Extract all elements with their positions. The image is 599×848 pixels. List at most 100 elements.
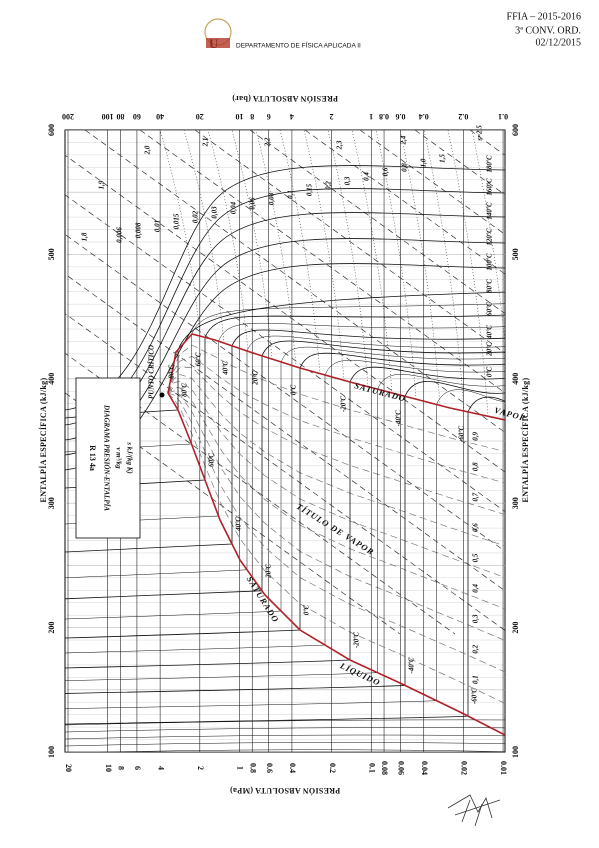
- pressure-mpa-tick: 0.6: [265, 763, 274, 773]
- sat-isotherm-label: -40ºC: [395, 410, 403, 426]
- entropy-label: s=2,5: [476, 125, 484, 142]
- isotherm: [65, 329, 505, 553]
- department: DEPARTAMENTO DE FÍSICA APLICADA II: [236, 41, 361, 50]
- pressure-mpa-tick: 0.2: [328, 763, 337, 773]
- isotherm: [65, 322, 505, 525]
- quality-line: [167, 390, 505, 641]
- enthalpy-axis-label-right: ENTALPÍA ESPECÍFICA (kJ/kg): [520, 378, 530, 503]
- date: 02/12/2015: [535, 37, 581, 48]
- volume-line: [207, 130, 249, 352]
- quality-label: 0,6: [472, 523, 480, 532]
- sat-isotherm-label: 80ºC: [168, 365, 176, 379]
- pressure-mpa-tick: 0.01: [499, 761, 508, 775]
- quality-label: 0,3: [472, 614, 480, 623]
- isotherm: [65, 389, 505, 709]
- pressure-bar-tick: 20: [196, 112, 204, 121]
- pressure-bar-tick: 10: [235, 112, 243, 121]
- enthalpy-tick-right: 200: [511, 622, 520, 634]
- enthalpy-tick-left: 200: [47, 622, 56, 634]
- volume-label: 0,06: [249, 197, 257, 210]
- entropy-line: [139, 130, 505, 394]
- liquid-saturado: SATURADO: [245, 574, 281, 624]
- liquid-isotherm-label: -20ºC: [353, 632, 361, 648]
- pressure-mpa-tick: 0.4: [288, 763, 297, 773]
- entropy-line: [65, 273, 505, 592]
- liquid-isotherm-label: -60ºC: [471, 688, 479, 704]
- pressure-mpa-tick: 4: [156, 766, 165, 770]
- volume-label: 0,015: [173, 213, 181, 229]
- diagram-title: DIAGRAMA PRESIÓN-ENTALPÍA: [102, 404, 110, 511]
- volume-label: 0,04: [230, 201, 238, 214]
- sat-isotherm-label: 0ºC: [290, 385, 298, 396]
- volume-label: 0,08: [268, 192, 276, 205]
- volume-line: [447, 130, 489, 417]
- pressure-bar-tick: 100: [102, 112, 114, 121]
- liquid-isotherm-label: 0ºC: [303, 605, 311, 616]
- sat-isotherm-label: -20ºC: [340, 396, 348, 412]
- volume-line: [423, 130, 465, 412]
- enthalpy-tick-left: 500: [47, 248, 56, 260]
- volume-label: 0,03: [211, 206, 219, 219]
- volume-line: [351, 130, 393, 393]
- isotherm: [96, 749, 505, 752]
- volume-line: [159, 130, 201, 337]
- volume-label: 0,1: [287, 190, 295, 199]
- pressure-mpa-tick: 0.02: [460, 761, 469, 775]
- isotherm: [65, 381, 505, 694]
- pressure-mpa-tick: 0.8: [248, 763, 257, 773]
- signature: [447, 794, 501, 827]
- enthalpy-tick-right: 600: [511, 124, 520, 136]
- volume-line: [327, 130, 369, 387]
- pressure-bar-tick: 0.4: [419, 112, 429, 121]
- volume-label: 0,6: [382, 167, 390, 176]
- quality-label: 0,9: [472, 431, 480, 440]
- pressure-mpa-tick: 0.08: [380, 761, 389, 775]
- pressure-mpa-tick: 8: [117, 766, 126, 770]
- pressure-mpa-tick: 0.06: [397, 761, 406, 775]
- isotherm: [65, 742, 505, 747]
- pressure-bar-tick: 6: [267, 112, 271, 121]
- pressure-bar-tick: 0.2: [458, 112, 468, 121]
- pressure-mpa-tick: 6: [133, 766, 142, 770]
- labels: 100 100 200 200 300 300 400 400 500 500 600 600 ENTA…: [38, 94, 530, 796]
- vapor-isotherm-label: 80ºC: [486, 279, 494, 293]
- volume-line: [399, 130, 441, 406]
- enthalpy-tick-left: 300: [47, 497, 56, 509]
- volume-label: 0,15: [306, 183, 314, 196]
- logo: U: [204, 18, 232, 51]
- isotherm: [65, 374, 505, 681]
- entropy-label: 2,1: [202, 138, 210, 148]
- pressure-mpa-tick: 0.1: [367, 763, 376, 773]
- volume-label: 0,006: [116, 227, 124, 243]
- svg-text:U: U: [209, 36, 219, 51]
- entropy-line: [525, 130, 599, 634]
- quality-line: [167, 386, 505, 609]
- pressure-bar-tick: 1: [369, 112, 373, 121]
- quality-line: [167, 367, 505, 515]
- quality-label: 0,8: [472, 462, 480, 471]
- vapor-isotherm-label: 120ºC: [486, 228, 494, 246]
- entropy-line: [65, 313, 505, 631]
- pressure-mpa-label: PRESIÓN ABSOLUTA (MPa): [230, 786, 340, 796]
- vapor-isotherm-label: 0ºC: [486, 367, 494, 378]
- liquid-isotherm-label: -40ºC: [408, 657, 416, 673]
- enthalpy-axis-label: ENTALPÍA ESPECÍFICA (kJ/kg): [38, 378, 48, 503]
- enthalpy-tick-left: 600: [47, 124, 56, 136]
- isotherm: [65, 727, 505, 733]
- quality-label: 0,7: [472, 492, 480, 501]
- pressure-mpa-tick: 1: [236, 766, 245, 770]
- vapor-isotherm-label: 100ºC: [486, 253, 494, 271]
- pressure-bar-tick: 80: [116, 112, 124, 121]
- vapor-isotherm-label: 160ºC: [486, 178, 494, 196]
- entropy-line: [249, 130, 505, 315]
- sat-isotherm-label: 20ºC: [252, 371, 260, 386]
- entropy-label: 2,0: [144, 145, 152, 155]
- liquid-isotherm-label: 20ºC: [265, 564, 273, 579]
- exam: 3ª CONV. ORD.: [515, 25, 581, 36]
- isotherm: [65, 719, 505, 726]
- isotherm: [65, 335, 505, 579]
- pressure-bar-tick: 0.1: [498, 112, 508, 121]
- entropy-line: [359, 130, 505, 235]
